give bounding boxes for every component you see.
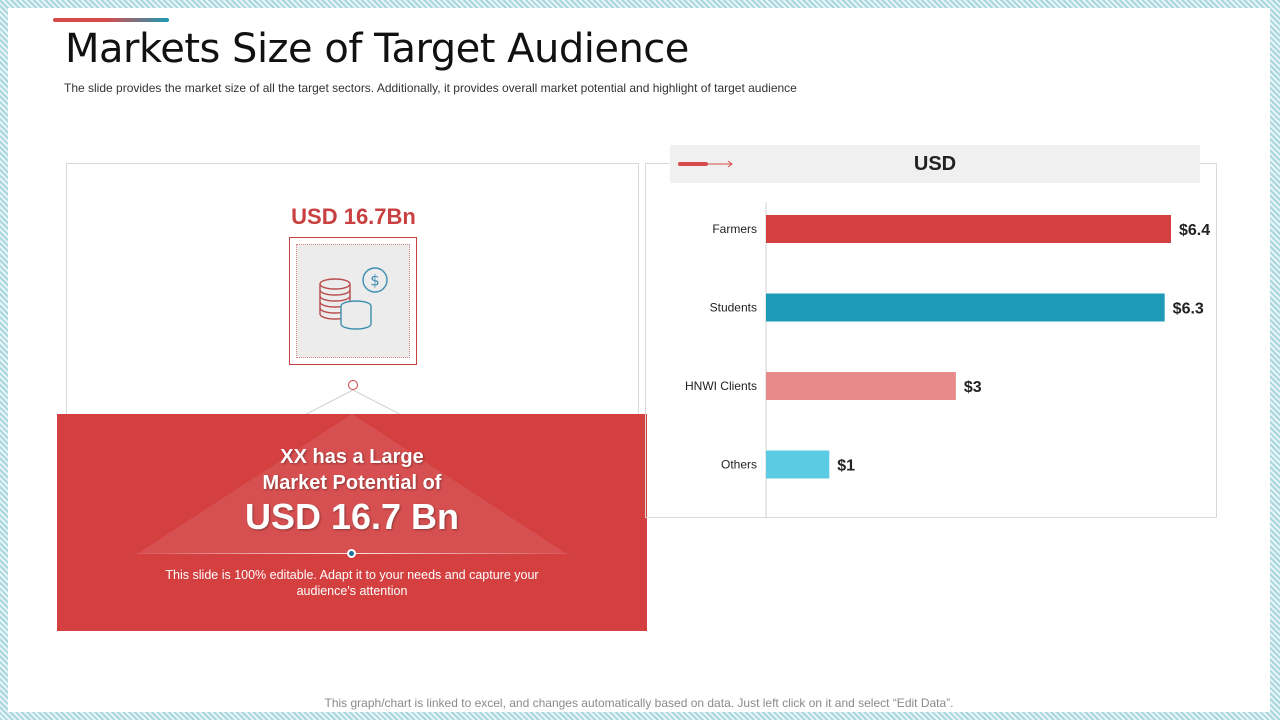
bar-farmers[interactable] bbox=[766, 215, 1171, 243]
category-label: HNWI Clients bbox=[685, 379, 757, 393]
callout-headline: XX has a Large Market Potential of bbox=[262, 446, 442, 494]
arrow-decoration-icon bbox=[678, 160, 733, 168]
page-subtitle: The slide provides the market size of al… bbox=[64, 81, 797, 95]
data-label: $3 bbox=[964, 379, 982, 396]
svg-text:$: $ bbox=[370, 272, 380, 290]
data-label: $6.3 bbox=[1173, 301, 1204, 318]
connector-dot bbox=[348, 380, 358, 390]
slide: Markets Size of Target Audience The slid… bbox=[8, 8, 1270, 712]
bar-others[interactable] bbox=[766, 450, 830, 479]
chart-header: USD bbox=[670, 145, 1200, 183]
category-label: Farmers bbox=[712, 222, 757, 236]
data-label: $1 bbox=[837, 458, 855, 475]
callout-amount: USD 16.7 Bn bbox=[244, 496, 460, 537]
coins-dollar-icon: $ bbox=[319, 267, 388, 330]
callout-divider-dot bbox=[347, 549, 356, 558]
title-accent-bar bbox=[53, 18, 169, 22]
bar-hnwi-clients[interactable] bbox=[766, 372, 956, 400]
decorative-triangle bbox=[137, 414, 567, 554]
bar-chart[interactable]: Farmers $6.4 Students $6.3 HNWI Clients $3 Oth… bbox=[645, 188, 1217, 518]
footer-note: This graph/chart is linked to excel, and… bbox=[324, 696, 954, 710]
market-potential-callout: XX has a Large Market Potential of USD 1… bbox=[57, 414, 647, 631]
bar-students[interactable] bbox=[766, 293, 1165, 322]
chart-title: USD bbox=[913, 153, 957, 175]
data-label: $6.4 bbox=[1179, 222, 1210, 239]
category-label: Others bbox=[721, 458, 757, 472]
market-size-panel: USD 16.7Bn bbox=[66, 163, 639, 424]
market-amount-label: USD 16.7Bn bbox=[291, 204, 416, 229]
coins-icon-frame: $ bbox=[289, 237, 417, 365]
callout-caption: This slide is 100% editable. Adapt it to… bbox=[165, 568, 539, 598]
page-title: Markets Size of Target Audience bbox=[65, 26, 689, 72]
category-label: Students bbox=[710, 301, 757, 315]
